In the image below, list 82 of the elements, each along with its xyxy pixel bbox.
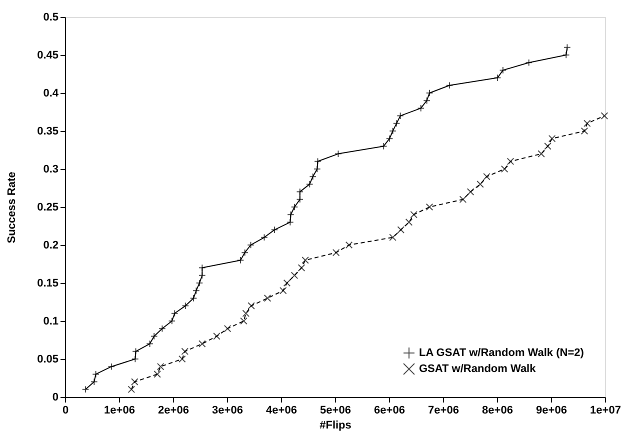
point	[584, 120, 591, 128]
point	[182, 302, 190, 310]
point	[459, 196, 467, 204]
x-axis-title: #Flips	[320, 420, 352, 432]
point	[426, 203, 434, 211]
point	[178, 355, 186, 363]
point	[298, 264, 306, 272]
point	[466, 188, 474, 196]
legend-label: LA GSAT w/Random Walk (N=2)	[419, 347, 584, 359]
y-tick-label: 0.05	[37, 354, 58, 366]
x-tick-label: 8e+06	[482, 404, 513, 416]
point	[499, 66, 507, 74]
point	[260, 234, 268, 242]
y-tick-label: 0.3	[43, 164, 58, 176]
y-tick-label: 0.45	[37, 50, 58, 62]
point	[476, 180, 484, 188]
y-tick-label: 0.15	[37, 278, 58, 290]
point	[213, 332, 220, 340]
point	[280, 286, 287, 294]
point	[241, 248, 248, 256]
y-tick-label: 0.25	[37, 202, 58, 214]
x-tick-label: 2e+06	[158, 404, 189, 416]
point	[128, 386, 136, 394]
x-tick-label: 9e+06	[536, 404, 567, 416]
x-tick-label: 4e+06	[266, 404, 297, 416]
point	[248, 302, 255, 310]
point	[483, 172, 490, 180]
point	[156, 362, 164, 370]
point	[389, 234, 396, 242]
legend-label: GSAT w/Random Walk	[419, 363, 537, 375]
y-tick-label: 0.1	[43, 316, 58, 328]
point	[506, 158, 514, 166]
y-tick-label: 0	[52, 392, 58, 404]
y-tick-label: 0.2	[43, 240, 58, 252]
x-tick-label: 1e+07	[590, 404, 621, 416]
y-tick-label: 0.5	[43, 12, 58, 24]
point	[296, 188, 304, 196]
point	[154, 370, 161, 378]
point	[270, 226, 278, 234]
point	[158, 324, 166, 332]
point	[580, 127, 588, 135]
point	[264, 294, 272, 302]
point	[564, 44, 571, 52]
point	[410, 210, 418, 218]
x-tick-label: 5e+06	[320, 404, 351, 416]
point	[131, 378, 138, 386]
point	[150, 332, 158, 340]
point	[345, 241, 353, 249]
point	[290, 272, 298, 280]
y-tick-label: 0.4	[43, 88, 60, 100]
point	[306, 180, 314, 188]
point	[544, 142, 552, 150]
point	[224, 324, 232, 332]
x-tick-label: 6e+06	[374, 404, 405, 416]
point	[309, 172, 317, 180]
point	[600, 112, 608, 120]
point	[405, 218, 413, 226]
point	[500, 165, 508, 173]
point	[423, 96, 430, 104]
x-tick-label: 3e+06	[212, 404, 243, 416]
y-tick-label: 0.35	[37, 126, 58, 138]
point	[386, 134, 394, 142]
point	[108, 362, 116, 370]
x-tick-label: 7e+06	[428, 404, 459, 416]
point	[538, 150, 545, 158]
point	[417, 104, 425, 112]
point	[332, 248, 340, 256]
point	[170, 310, 178, 318]
point	[181, 348, 189, 356]
point	[283, 279, 291, 287]
point	[397, 226, 405, 234]
point	[302, 256, 309, 264]
point	[146, 340, 154, 348]
point	[548, 134, 556, 142]
point	[242, 310, 250, 318]
point	[240, 317, 248, 325]
point	[198, 340, 206, 348]
x-tick-label: 0	[62, 404, 69, 416]
y-axis-title: Success Rate	[6, 172, 18, 244]
point	[82, 386, 90, 394]
point	[392, 120, 400, 128]
x-tick-label: 1e+06	[104, 404, 135, 416]
